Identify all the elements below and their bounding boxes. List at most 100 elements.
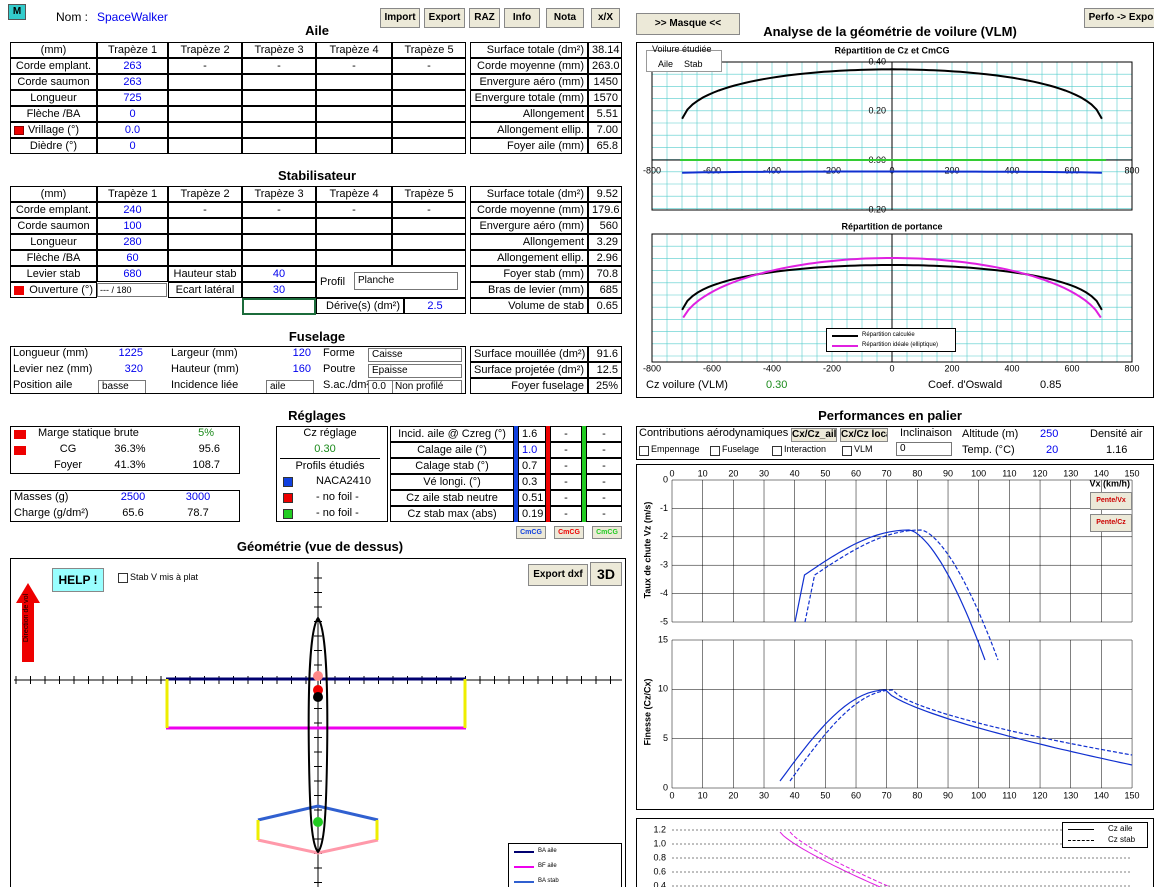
cell: Volume de stab [470, 298, 588, 314]
y-tick-label: -0.20 [865, 204, 886, 214]
field: Hauteur (mm) [171, 363, 239, 375]
button[interactable]: Pente/Vx [1090, 492, 1132, 510]
cell: 2.96 [588, 250, 622, 266]
field: 78.7 [187, 507, 209, 519]
checkbox[interactable] [710, 446, 720, 456]
cell: Trapèze 2 [168, 42, 242, 58]
dropdown[interactable]: Epaisse [368, 364, 462, 378]
button[interactable]: Import [380, 8, 420, 28]
y-tick-label: -3 [660, 560, 668, 570]
x-tick-label: 140 [1094, 468, 1109, 478]
button[interactable]: CmCG [592, 526, 622, 539]
y-tick-label: 15 [658, 634, 668, 644]
field: Temp. (°C) [962, 444, 1015, 456]
cell: 25% [588, 378, 622, 394]
radio[interactable]: Stab [684, 59, 703, 69]
cell: 725 [97, 90, 168, 106]
button[interactable]: x/X [591, 8, 620, 28]
cell [392, 138, 466, 154]
curve [804, 529, 999, 661]
field: NACA2410 [316, 475, 372, 487]
checkbox[interactable] [639, 446, 649, 456]
chart-title: Répartition de portance [841, 221, 942, 231]
dropdown[interactable]: 0 [896, 442, 952, 456]
x-tick-label: 200 [944, 165, 959, 175]
x-tick-label: 200 [944, 363, 959, 373]
vertical-label: Direction de vol [23, 593, 30, 643]
color-marker [283, 477, 293, 487]
field: Position aile [13, 379, 73, 391]
cell: Foyer stab (mm) [470, 266, 588, 282]
y-tick-label: -5 [660, 616, 668, 626]
field: 5% [198, 427, 214, 439]
button[interactable]: CmCG [516, 526, 546, 539]
x-tick-label: 60 [851, 468, 861, 478]
button[interactable]: 3D [590, 562, 622, 586]
field: 20 [1046, 444, 1059, 456]
cell [242, 74, 316, 90]
button[interactable]: Cx/Cz local [840, 428, 888, 442]
cell: - [586, 442, 622, 458]
cell: Bras de levier (mm) [470, 282, 588, 298]
button[interactable]: Info [504, 8, 540, 28]
cell [392, 122, 466, 138]
x-tick-label: -400 [763, 165, 781, 175]
dropdown[interactable]: Planche [354, 272, 458, 290]
cell: Allongement ellip. [470, 122, 588, 138]
x-tick-label: 110 [1002, 790, 1016, 800]
frame [10, 558, 626, 887]
button[interactable]: CmCG [554, 526, 584, 539]
button[interactable]: RAZ [469, 8, 500, 28]
color-bar [582, 426, 586, 522]
checkbox[interactable] [772, 446, 782, 456]
field: Interaction [784, 444, 827, 454]
cell: 263.0 [588, 58, 622, 74]
field: Fuselage [722, 444, 760, 454]
x-tick-label: 800 [1124, 363, 1139, 373]
field: Densité air [1090, 428, 1143, 440]
checkbox[interactable] [842, 446, 852, 456]
field: Inclinaison [900, 427, 952, 439]
x-tick-label: 90 [943, 790, 953, 800]
legend-label: Répartition idéale (elliptique) [862, 342, 939, 348]
cell: Longueur [10, 234, 97, 250]
radio[interactable]: Aile [658, 59, 674, 69]
field: 3000 [185, 491, 211, 503]
field: 250 [1040, 428, 1059, 440]
cell: Foyer aile (mm) [470, 138, 588, 154]
x-tick-label: 80 [912, 790, 922, 800]
button[interactable]: Pente/Cz [1090, 514, 1132, 532]
cell: Envergure totale (mm) [470, 90, 588, 106]
button[interactable]: Export [424, 8, 465, 28]
field: 0.85 [1040, 379, 1062, 391]
y-tick-label: -4 [660, 588, 668, 598]
badge[interactable]: M [8, 4, 26, 20]
frame [10, 426, 240, 474]
button[interactable]: >> Masque << [636, 13, 740, 35]
field: VLM [854, 444, 873, 454]
cell: 3.29 [588, 234, 622, 250]
cell: 5.51 [588, 106, 622, 122]
section-title: Réglages [288, 408, 346, 423]
checkbox[interactable] [118, 573, 128, 583]
cell: Levier stab [10, 266, 97, 282]
button[interactable]: HELP ! [52, 568, 104, 592]
legend-label: Cz aile [1108, 824, 1133, 833]
button[interactable]: Nota [546, 8, 584, 28]
cell [242, 90, 316, 106]
button[interactable]: Cx/Cz_aile [791, 428, 837, 442]
cell: Corde moyenne (mm) [470, 202, 588, 218]
button[interactable]: Export dxf [528, 564, 588, 586]
cell: 179.6 [588, 202, 622, 218]
cell: 38.14 [588, 42, 622, 58]
cell: Trapèze 3 [242, 186, 316, 202]
cell [242, 106, 316, 122]
cell: - [586, 458, 622, 474]
dropdown[interactable]: Caisse [368, 348, 462, 362]
y-tick-label: 0.4 [653, 880, 666, 887]
cell: - [168, 58, 242, 74]
button[interactable]: Perfo -> Expo [1084, 8, 1154, 28]
field: Marge statique brute [38, 427, 139, 439]
dropdown[interactable]: --- / 180 [97, 283, 167, 297]
cell: 91.6 [588, 346, 622, 362]
